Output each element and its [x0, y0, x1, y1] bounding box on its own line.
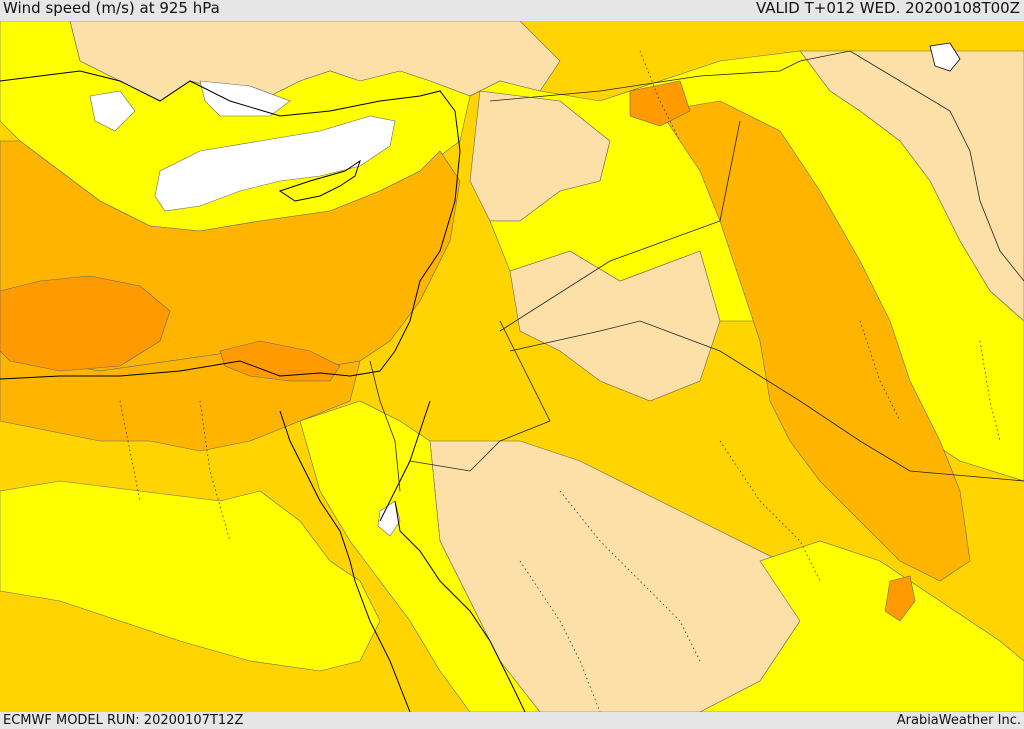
white-calm-lake — [929, 42, 961, 72]
border-jordan-saudi — [509, 320, 1024, 482]
border-egypt-israel — [369, 360, 401, 492]
orange-zone-iraq — [659, 100, 971, 582]
header-bar: Wind speed (m/s) at 925 hPa VALID T+012 … — [0, 0, 1024, 21]
coastline-red-sea-west — [279, 410, 411, 712]
dark-orange-core-south — [884, 575, 916, 622]
border-jordan-west — [409, 320, 551, 472]
map-canvas — [0, 21, 1024, 712]
coastline-red-sea-east — [394, 500, 526, 712]
map-title: Wind speed (m/s) at 925 hPa — [3, 0, 220, 17]
border-syria-iraq — [489, 60, 801, 332]
white-calm-gulf — [377, 500, 401, 537]
dark-orange-core-east — [219, 340, 341, 382]
yellow-band-southeast — [699, 540, 1024, 712]
yellow-band-egypt — [0, 480, 381, 672]
credit-text: ArabiaWeather Inc. — [896, 713, 1021, 728]
coastline-anatolia — [0, 70, 456, 117]
white-calm-cyprus-area — [154, 115, 396, 212]
wind-speed-map[interactable] — [0, 21, 1024, 712]
dark-orange-core-north — [629, 80, 691, 127]
internal-boundaries — [119, 50, 1001, 712]
footer-bar: ECMWF MODEL RUN: 20200107T12Z ArabiaWeat… — [0, 712, 1024, 729]
valid-time: VALID T+012 WED. 20200108T00Z — [755, 0, 1020, 17]
coastline-cyprus — [278, 159, 361, 202]
yellow-band-sinai — [299, 400, 541, 712]
white-calm-north — [199, 80, 291, 117]
border-iraq-iran — [799, 50, 1024, 282]
dark-orange-core-west — [0, 275, 171, 372]
coastline-egypt — [0, 360, 351, 380]
white-calm-aegean — [89, 90, 136, 132]
coastline-levant — [349, 110, 461, 377]
model-run: ECMWF MODEL RUN: 20200107T12Z — [3, 713, 244, 728]
